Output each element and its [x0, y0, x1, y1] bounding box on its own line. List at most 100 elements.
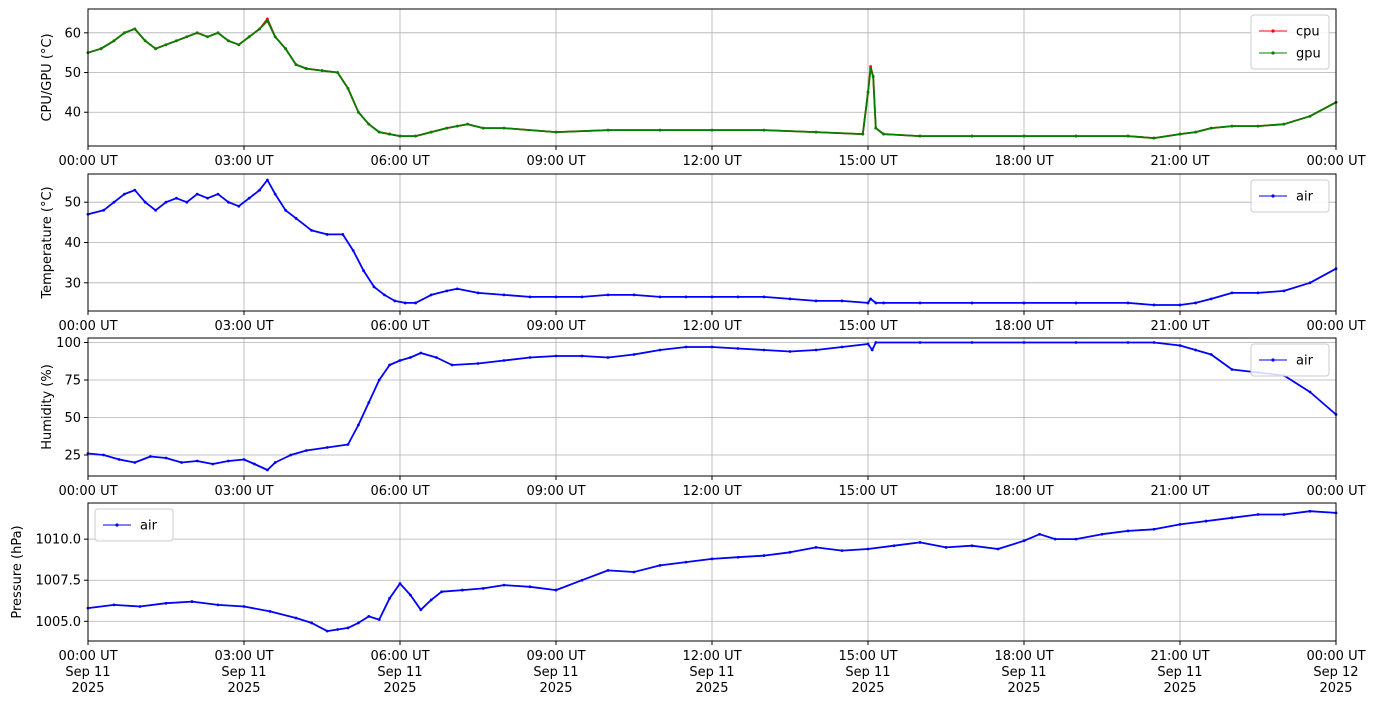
data-point-gpu	[336, 71, 339, 74]
data-point-air	[866, 547, 870, 551]
data-point-gpu	[195, 31, 199, 35]
data-point-air	[814, 299, 818, 303]
data-point-air	[367, 614, 371, 618]
x-tick-label: 15:00 UT	[838, 154, 897, 169]
legend-marker-air	[1271, 194, 1275, 198]
data-point-gpu	[227, 39, 230, 43]
data-point-air	[736, 555, 740, 559]
data-point-air	[112, 603, 116, 607]
data-point-air	[1126, 301, 1130, 305]
data-point-air	[377, 378, 381, 382]
data-point-air	[840, 549, 844, 553]
x-tick-label: 12:00 UT	[682, 154, 741, 169]
x-tick-label: 06:00 UT	[370, 154, 429, 169]
data-point-gpu	[481, 126, 485, 130]
data-point-air	[1126, 529, 1130, 533]
data-point-air	[398, 359, 402, 362]
data-point-air	[325, 629, 329, 633]
data-point-gpu	[874, 126, 878, 130]
data-point-air	[216, 603, 220, 607]
data-point-air	[351, 249, 355, 252]
data-point-gpu	[1074, 134, 1078, 138]
x-tick-year-label: 2025	[383, 681, 416, 696]
x-tick-label: 21:00 UT	[1150, 484, 1209, 499]
data-point-air	[102, 453, 105, 457]
data-point-gpu	[388, 132, 391, 136]
data-point-air	[305, 449, 308, 452]
y-tick-label: 1005.0	[36, 615, 82, 630]
data-point-gpu	[154, 47, 158, 51]
data-point-air	[684, 560, 688, 564]
data-point-air	[840, 299, 844, 303]
data-point-air	[133, 188, 137, 192]
data-point-gpu	[414, 134, 417, 138]
data-point-gpu	[866, 90, 870, 94]
data-point-air	[1204, 519, 1208, 523]
data-point-air	[414, 301, 417, 305]
data-point-gpu	[175, 39, 178, 43]
y-tick-label: 40	[64, 236, 81, 251]
legend-label-air: air	[140, 519, 158, 534]
data-point-air	[180, 461, 184, 464]
data-point-air	[944, 545, 948, 549]
data-point-gpu	[1308, 114, 1312, 118]
data-point-air	[409, 593, 412, 597]
legend-marker-cpu	[1271, 29, 1275, 33]
data-point-air	[580, 578, 584, 582]
x-tick-label: 18:00 UT	[994, 484, 1053, 499]
data-point-air	[195, 459, 199, 463]
data-point-gpu	[206, 35, 210, 39]
data-point-air	[528, 356, 532, 359]
data-point-air	[388, 596, 391, 600]
data-point-gpu	[502, 126, 506, 130]
x-tick-label: 03:00 UT	[214, 319, 273, 334]
data-point-air	[450, 363, 454, 367]
data-point-air	[138, 605, 142, 608]
data-point-air	[1308, 509, 1312, 513]
x-tick-year-label: 2025	[71, 681, 104, 696]
x-tick-label: 06:00 UT	[370, 319, 429, 334]
data-point-gpu	[273, 35, 277, 39]
x-tick-label: 00:00 UT	[1306, 484, 1365, 499]
data-point-air	[266, 468, 269, 472]
legend-box	[94, 508, 174, 542]
data-point-air	[1074, 301, 1078, 305]
data-point-air	[710, 557, 714, 561]
x-tick-label: 03:00 UT	[214, 484, 273, 499]
data-point-air	[266, 178, 269, 182]
data-point-air	[528, 585, 532, 589]
data-point-air	[918, 541, 922, 544]
x-tick-label: 15:00 UT	[838, 484, 897, 499]
data-point-air	[788, 297, 792, 301]
data-point-air	[502, 583, 506, 587]
data-point-gpu	[294, 63, 298, 66]
x-tick-date-label: Sep 11	[221, 665, 266, 680]
data-point-air	[1194, 301, 1197, 305]
data-point-air	[393, 299, 397, 303]
x-tick-year-label: 2025	[539, 681, 572, 696]
data-point-air	[1282, 513, 1286, 516]
data-point-air	[554, 295, 558, 299]
data-point-air	[419, 608, 423, 612]
x-tick-date-label: Sep 11	[377, 665, 422, 680]
data-point-air	[762, 295, 766, 299]
data-point-air	[409, 356, 412, 359]
x-tick-label: 12:00 UT	[682, 319, 741, 334]
x-tick-label: 09:00 UT	[526, 154, 585, 169]
y-tick-label: 40	[64, 106, 81, 121]
legend: air	[94, 508, 174, 542]
data-point-gpu	[398, 134, 402, 138]
data-point-air	[253, 462, 256, 466]
x-tick-year-label: 2025	[1007, 681, 1040, 696]
data-point-air	[970, 544, 974, 548]
data-point-air	[528, 295, 532, 299]
data-point-air	[227, 200, 230, 204]
data-point-air	[1178, 303, 1182, 307]
legend-label-air: air	[1296, 354, 1314, 369]
data-point-air	[190, 600, 194, 603]
data-point-gpu	[185, 35, 189, 39]
x-tick-label: 06:00 UT	[370, 484, 429, 499]
y-tick-label: 50	[64, 411, 81, 426]
x-tick-date-label: Sep 11	[1001, 665, 1046, 680]
